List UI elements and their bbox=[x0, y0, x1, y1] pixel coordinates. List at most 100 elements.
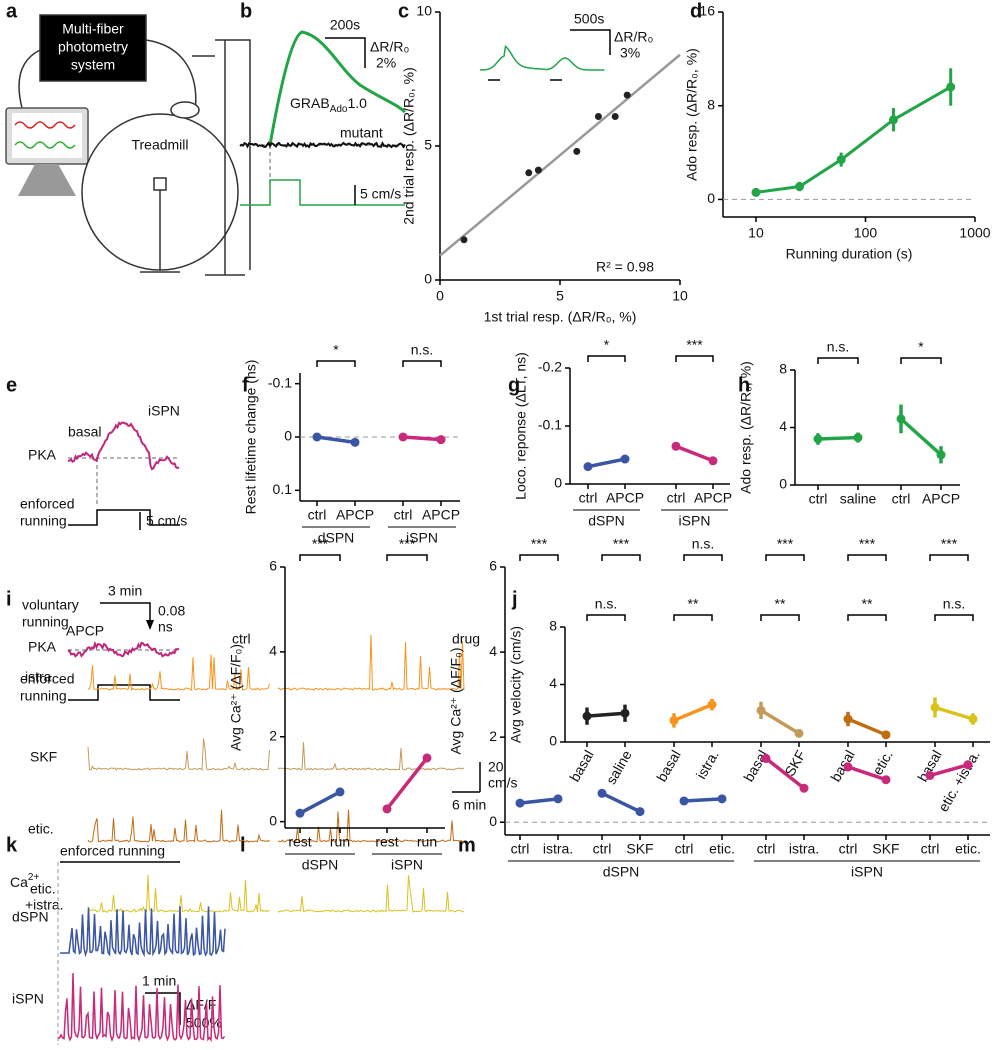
axle bbox=[153, 177, 167, 191]
y-axis-title: Rest lifetime change (ns) bbox=[243, 360, 259, 515]
speed-trace bbox=[240, 179, 405, 206]
point bbox=[460, 236, 468, 244]
label: cm/s bbox=[488, 775, 518, 791]
point bbox=[795, 182, 805, 192]
label: etic. bbox=[28, 821, 54, 837]
arrow bbox=[146, 620, 154, 630]
point bbox=[756, 705, 766, 715]
point bbox=[679, 796, 689, 806]
significance-bracket bbox=[299, 554, 341, 561]
point bbox=[573, 147, 581, 155]
point bbox=[350, 437, 360, 447]
point bbox=[525, 169, 533, 177]
point bbox=[611, 113, 619, 121]
point bbox=[799, 783, 809, 793]
label: GRAB bbox=[290, 95, 330, 111]
y-axis-title: 2nd trial resp. (ΔR/R₀, %) bbox=[401, 67, 417, 225]
trace bbox=[277, 875, 465, 913]
significance-bracket bbox=[587, 355, 626, 362]
point bbox=[620, 708, 630, 718]
label: 3% bbox=[620, 45, 640, 61]
pair-line bbox=[899, 417, 943, 457]
panel-label: b bbox=[240, 0, 252, 22]
group-label: iSPN bbox=[851, 864, 883, 880]
schematic-e bbox=[68, 457, 180, 701]
panel-label: e bbox=[6, 374, 17, 396]
pair-line bbox=[519, 797, 559, 805]
significance: * bbox=[604, 337, 610, 353]
panel-label: i bbox=[6, 588, 12, 610]
x-tick-label: basal bbox=[653, 747, 684, 784]
point bbox=[751, 187, 761, 197]
y-tick-label: -0.1 bbox=[538, 417, 562, 433]
x-tick-label: 10 bbox=[748, 225, 764, 241]
significance-bracket bbox=[586, 614, 626, 621]
x-tick-label: rest bbox=[375, 834, 398, 850]
point bbox=[422, 753, 432, 763]
point bbox=[813, 434, 823, 444]
group-label: dSPN bbox=[318, 530, 355, 546]
y-tick-label: 10 bbox=[416, 3, 432, 19]
x-tick-label: istra. bbox=[693, 747, 722, 781]
x-tick-label: 1000 bbox=[959, 225, 990, 241]
significance-bracket bbox=[675, 355, 714, 362]
x-tick-label: APCP bbox=[694, 490, 732, 506]
label: 1.0 bbox=[347, 95, 367, 111]
scale-bar bbox=[570, 29, 611, 55]
significance: *** bbox=[859, 536, 876, 552]
x-tick-label: SKF bbox=[872, 841, 899, 857]
x-tick-label: APCP bbox=[922, 491, 960, 507]
point bbox=[671, 441, 681, 451]
point bbox=[635, 807, 645, 817]
x-tick-label: run bbox=[330, 834, 350, 850]
significance: n.s. bbox=[827, 339, 850, 355]
frame bbox=[140, 39, 251, 276]
significance: * bbox=[918, 339, 924, 355]
y-tick-label: 5 bbox=[424, 137, 432, 153]
point bbox=[623, 91, 631, 99]
label: 5 cm/s bbox=[146, 513, 187, 529]
point bbox=[896, 414, 906, 424]
x-tick-label: run bbox=[417, 834, 437, 850]
pair-line bbox=[587, 457, 626, 469]
group-label: iSPN bbox=[391, 857, 423, 873]
y-tick-label: -0.2 bbox=[538, 359, 562, 375]
x-tick-label: 100 bbox=[854, 225, 878, 241]
significance: *** bbox=[777, 536, 794, 552]
pair-line bbox=[764, 757, 806, 790]
pair-line bbox=[847, 765, 887, 782]
label: ΔR/R₀ bbox=[614, 29, 653, 45]
point bbox=[669, 715, 679, 725]
x-tick-label: SKF bbox=[626, 841, 653, 857]
point bbox=[925, 770, 935, 780]
system-box bbox=[39, 14, 147, 82]
label: running bbox=[20, 688, 67, 704]
fit-line bbox=[439, 53, 681, 257]
point bbox=[398, 432, 408, 442]
significance: ** bbox=[688, 596, 699, 612]
x-tick-label: basal bbox=[827, 747, 858, 784]
x-tick-label: ctrl bbox=[394, 507, 413, 523]
pair-line bbox=[299, 790, 341, 815]
label: 6 min bbox=[452, 797, 486, 813]
panel-label: d bbox=[690, 0, 702, 22]
label: ns bbox=[158, 619, 173, 635]
x-tick-label: etic. bbox=[709, 841, 735, 857]
panel-label: f bbox=[242, 374, 249, 396]
annotation: R² = 0.98 bbox=[596, 259, 654, 275]
x-tick-label: ctrl bbox=[675, 841, 694, 857]
label: PKA bbox=[28, 639, 57, 655]
y-axis-title: Ado resp. (ΔR/R₀, %) bbox=[738, 361, 754, 494]
label: 5 cm/s bbox=[360, 186, 401, 202]
significance-bracket bbox=[386, 554, 428, 561]
group-label: dSPN bbox=[302, 857, 339, 873]
y-tick-label: 0 bbox=[284, 428, 292, 444]
x-tick-label: APCP bbox=[422, 507, 460, 523]
point bbox=[583, 462, 593, 472]
label: etic. bbox=[30, 881, 56, 897]
label: 0.08 bbox=[158, 603, 185, 619]
significance: ** bbox=[775, 596, 786, 612]
significance: *** bbox=[399, 536, 416, 552]
trace bbox=[67, 640, 180, 658]
label: ctrl bbox=[232, 631, 251, 647]
